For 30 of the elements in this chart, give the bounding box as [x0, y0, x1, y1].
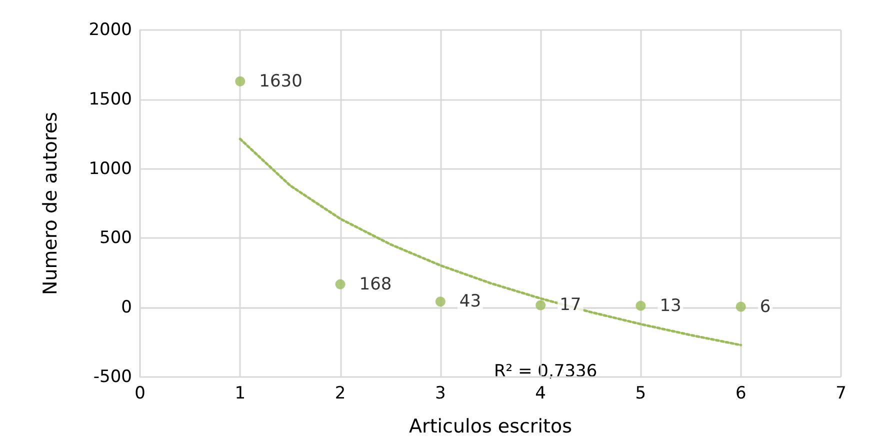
y-axis-title: Numero de autores — [40, 112, 62, 296]
annotation: R² = 0,7336 — [494, 362, 598, 382]
y-tick-label: 0 — [121, 298, 132, 318]
y-tick-label: 1000 — [88, 158, 132, 179]
line-series — [238, 138, 742, 346]
data-label: 13 — [660, 296, 682, 316]
data-label: 6 — [760, 296, 771, 317]
y-tick-label: -500 — [93, 367, 132, 387]
x-tick-label: 0 — [134, 384, 146, 404]
point — [335, 279, 346, 290]
data-label: 17 — [560, 295, 582, 316]
data-label: 168 — [359, 274, 392, 294]
point — [736, 302, 746, 312]
data-label: 1630 — [259, 71, 302, 92]
y-tick-label: 2000 — [88, 20, 132, 40]
y-tick-label: 500 — [100, 228, 132, 248]
point — [636, 300, 646, 311]
x-tick-label: 5 — [635, 384, 646, 404]
point — [235, 76, 246, 86]
point — [536, 300, 546, 310]
x-tick-label: 6 — [735, 384, 746, 404]
x-tick-label: 1 — [234, 384, 246, 404]
x-tick-label: 7 — [836, 384, 846, 404]
x-tick-label: 2 — [334, 384, 346, 404]
data-label: 43 — [459, 292, 482, 312]
x-tick-label: 4 — [535, 384, 546, 404]
x-tick-label: 3 — [435, 384, 446, 404]
x-axis-title: Articulos escritos — [409, 416, 572, 438]
point — [435, 296, 446, 307]
y-tick-label: 1500 — [88, 89, 132, 110]
